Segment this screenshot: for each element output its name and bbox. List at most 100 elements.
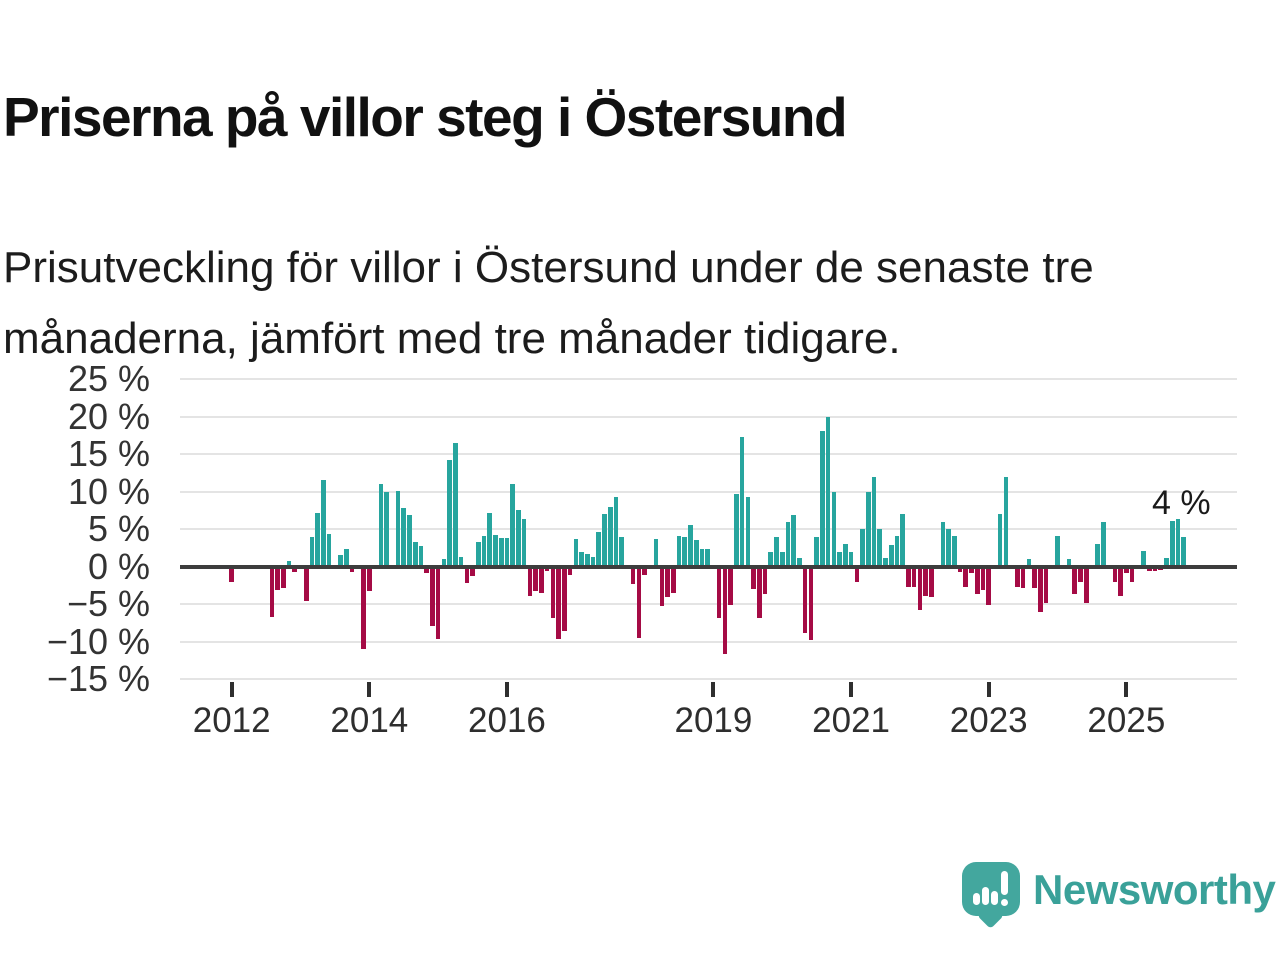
x-axis-label: 2016 <box>468 701 546 740</box>
bar <box>303 566 309 601</box>
gridline-25 <box>180 378 1237 380</box>
bar <box>1038 566 1043 612</box>
logo-exclamation-stem <box>1001 871 1008 895</box>
bar <box>969 566 974 574</box>
bar <box>682 536 688 567</box>
bar <box>275 566 280 590</box>
y-axis-label: 0 % <box>87 545 150 587</box>
bar <box>831 491 837 567</box>
bar <box>584 553 590 567</box>
bar <box>412 541 418 567</box>
bar <box>716 566 722 618</box>
bar <box>441 559 447 567</box>
bar <box>762 566 768 595</box>
bar <box>286 560 292 567</box>
y-axis-label: −10 % <box>46 620 150 662</box>
bar <box>837 551 842 567</box>
bar <box>562 566 567 631</box>
last-value-annotation: 4 % <box>1152 484 1211 522</box>
bar <box>487 513 493 567</box>
y-axis-label: 10 % <box>67 470 150 512</box>
bar <box>527 566 533 596</box>
bar <box>636 566 642 638</box>
bar <box>516 510 521 567</box>
bar <box>785 521 791 567</box>
y-axis-label: 15 % <box>67 433 150 474</box>
x-axis-label: 2012 <box>192 701 271 740</box>
bar <box>997 514 1003 567</box>
bar <box>1164 558 1169 567</box>
bar <box>705 548 710 567</box>
bar <box>1112 566 1118 582</box>
x-axis-tick <box>229 682 234 697</box>
bar <box>728 566 733 605</box>
x-axis-tick <box>504 682 509 697</box>
bar <box>642 566 647 575</box>
y-axis-label: −5 % <box>66 583 150 624</box>
page-title: Priserna på villor steg i Östersund <box>3 85 848 148</box>
bar <box>802 566 808 634</box>
gridline-20 <box>180 415 1237 418</box>
bar <box>699 549 705 567</box>
bar <box>630 566 636 584</box>
bar <box>734 493 739 567</box>
bar <box>602 514 607 567</box>
bar <box>957 566 963 572</box>
bar <box>493 535 498 567</box>
bar <box>1141 550 1146 567</box>
logo-wordmark: Newsworthy <box>1033 866 1276 913</box>
bar <box>952 535 957 567</box>
x-axis-tick <box>1124 682 1129 697</box>
bar <box>613 496 619 567</box>
bar <box>825 417 831 567</box>
bar <box>1026 559 1032 567</box>
bar <box>854 566 860 582</box>
bar <box>539 566 544 593</box>
bar <box>458 556 464 567</box>
bar <box>464 566 470 583</box>
gridline--5 <box>180 603 1237 605</box>
bar <box>797 558 802 567</box>
bar <box>917 566 923 610</box>
bar <box>1083 566 1089 604</box>
x-axis-label: 2025 <box>1087 701 1166 740</box>
bar <box>1055 535 1060 567</box>
bar <box>659 566 665 606</box>
x-axis-tick <box>849 682 854 697</box>
bar <box>326 534 332 567</box>
bar <box>665 566 670 597</box>
bar <box>722 566 728 655</box>
bar <box>498 538 504 567</box>
y-axis-label: 20 % <box>67 395 150 437</box>
bar <box>521 519 527 567</box>
bar <box>401 508 407 567</box>
y-axis-label: 25 % <box>67 358 150 399</box>
bar <box>395 490 401 567</box>
x-axis-label: 2021 <box>812 701 891 740</box>
bar <box>367 566 372 591</box>
bar <box>607 506 613 567</box>
bar <box>1169 520 1175 567</box>
bar <box>676 535 682 567</box>
logo-mini-bar-3 <box>991 891 998 905</box>
bar <box>361 566 366 649</box>
bar <box>430 566 435 626</box>
bar <box>556 566 561 640</box>
logo-mini-bar-2 <box>982 887 989 905</box>
bar <box>814 536 819 567</box>
bar <box>344 549 349 567</box>
bar <box>407 514 412 567</box>
bar <box>848 551 854 567</box>
x-axis-label: 2014 <box>330 701 409 740</box>
gridline--15 <box>180 678 1237 680</box>
bar <box>894 535 900 567</box>
bar <box>974 566 980 594</box>
bar <box>940 521 946 567</box>
bar <box>670 566 676 593</box>
bar <box>476 541 481 567</box>
bar <box>418 546 424 567</box>
bar <box>573 538 579 567</box>
bar <box>980 566 986 590</box>
bar <box>470 566 475 577</box>
bar <box>757 566 762 618</box>
